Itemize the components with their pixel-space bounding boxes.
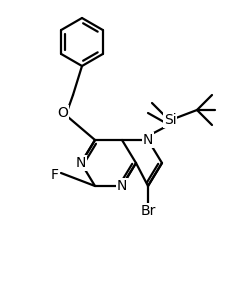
Text: Si: Si [164,113,176,127]
Text: N: N [76,156,86,170]
Text: N: N [143,133,153,147]
Text: F: F [51,168,59,182]
Text: Br: Br [140,204,156,218]
Text: O: O [58,106,69,120]
Text: N: N [117,179,127,193]
